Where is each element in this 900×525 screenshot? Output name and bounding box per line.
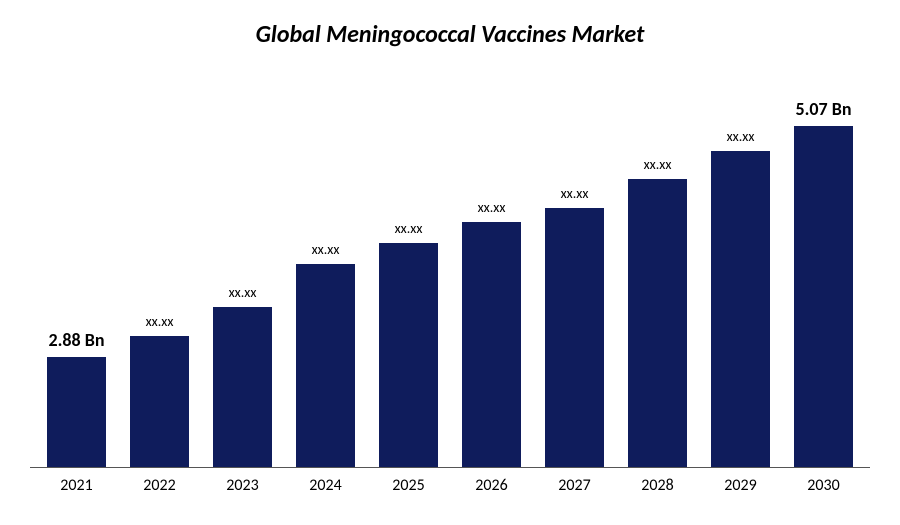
bar xyxy=(130,336,188,467)
bar-group: xx.xx xyxy=(699,69,782,467)
bar-value-label: xx.xx xyxy=(478,199,506,216)
bar-value-label: xx.xx xyxy=(395,220,423,237)
x-axis-tick: 2024 xyxy=(284,476,367,495)
bar xyxy=(47,357,105,467)
x-axis-tick: 2025 xyxy=(367,476,450,495)
bar xyxy=(711,151,769,467)
x-axis-tick: 2026 xyxy=(450,476,533,495)
bar xyxy=(379,243,437,467)
chart-container: Global Meningococcal Vaccines Market 2.8… xyxy=(0,0,900,525)
bar-value-label: xx.xx xyxy=(727,128,755,145)
bar-group: xx.xx xyxy=(118,69,201,467)
bar xyxy=(794,126,852,467)
x-axis-tick: 2029 xyxy=(699,476,782,495)
bar xyxy=(462,222,520,467)
bar xyxy=(628,179,686,467)
bar-value-label: xx.xx xyxy=(644,156,672,173)
bar-value-label: 2.88 Bn xyxy=(49,329,105,351)
bar-value-label: xx.xx xyxy=(312,241,340,258)
x-axis-tick: 2022 xyxy=(118,476,201,495)
bar-group: xx.xx xyxy=(201,69,284,467)
x-axis-tick: 2027 xyxy=(533,476,616,495)
bar-value-label: xx.xx xyxy=(146,313,174,330)
x-axis-tick: 2030 xyxy=(782,476,865,495)
bar-group: xx.xx xyxy=(367,69,450,467)
chart-title: Global Meningococcal Vaccines Market xyxy=(30,20,870,49)
bar-value-label: xx.xx xyxy=(561,185,589,202)
bar xyxy=(545,208,603,467)
x-axis-tick: 2023 xyxy=(201,476,284,495)
bar-value-label: 5.07 Bn xyxy=(796,98,852,120)
bar xyxy=(213,307,271,467)
bar xyxy=(296,264,354,467)
bar-group: xx.xx xyxy=(616,69,699,467)
bar-group: xx.xx xyxy=(450,69,533,467)
bar-group: xx.xx xyxy=(284,69,367,467)
bar-value-label: xx.xx xyxy=(229,284,257,301)
x-axis: 2021202220232024202520262027202820292030 xyxy=(30,468,870,495)
bar-group: 5.07 Bn xyxy=(782,69,865,467)
x-axis-tick: 2028 xyxy=(616,476,699,495)
bar-group: xx.xx xyxy=(533,69,616,467)
bar-group: 2.88 Bn xyxy=(35,69,118,467)
plot-area: 2.88 Bn xx.xx xx.xx xx.xx xx.xx xx.xx xx.xx xx.… xyxy=(30,69,870,468)
x-axis-tick: 2021 xyxy=(35,476,118,495)
